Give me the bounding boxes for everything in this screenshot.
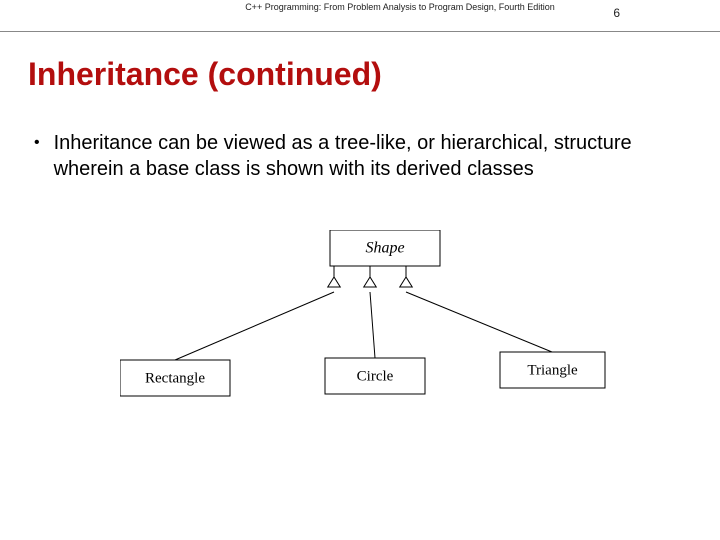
diagram-node-label-triangle: Triangle bbox=[527, 362, 578, 378]
diagram-edge bbox=[406, 292, 552, 352]
inheritance-arrowhead-icon bbox=[328, 277, 341, 287]
book-title: C++ Programming: From Problem Analysis t… bbox=[240, 2, 560, 13]
diagram-edge bbox=[175, 292, 334, 360]
diagram-node-label-shape: Shape bbox=[365, 240, 404, 257]
bullet-marker: • bbox=[34, 130, 48, 156]
slide-header: C++ Programming: From Problem Analysis t… bbox=[0, 0, 720, 32]
bullet-text: Inheritance can be viewed as a tree-like… bbox=[54, 130, 664, 182]
inheritance-arrowhead-icon bbox=[400, 277, 413, 287]
diagram-svg: Shape Rectangle Circle Triangle bbox=[120, 230, 610, 410]
inheritance-arrowhead-icon bbox=[364, 277, 377, 287]
slide-title: Inheritance (continued) bbox=[28, 56, 382, 93]
inheritance-diagram: Shape Rectangle Circle Triangle bbox=[120, 230, 610, 410]
bullet-item: • Inheritance can be viewed as a tree-li… bbox=[34, 130, 674, 182]
diagram-node-label-circle: Circle bbox=[357, 368, 394, 384]
diagram-edge bbox=[370, 292, 375, 358]
page-number: 6 bbox=[613, 6, 620, 20]
diagram-node-label-rectangle: Rectangle bbox=[145, 370, 205, 386]
